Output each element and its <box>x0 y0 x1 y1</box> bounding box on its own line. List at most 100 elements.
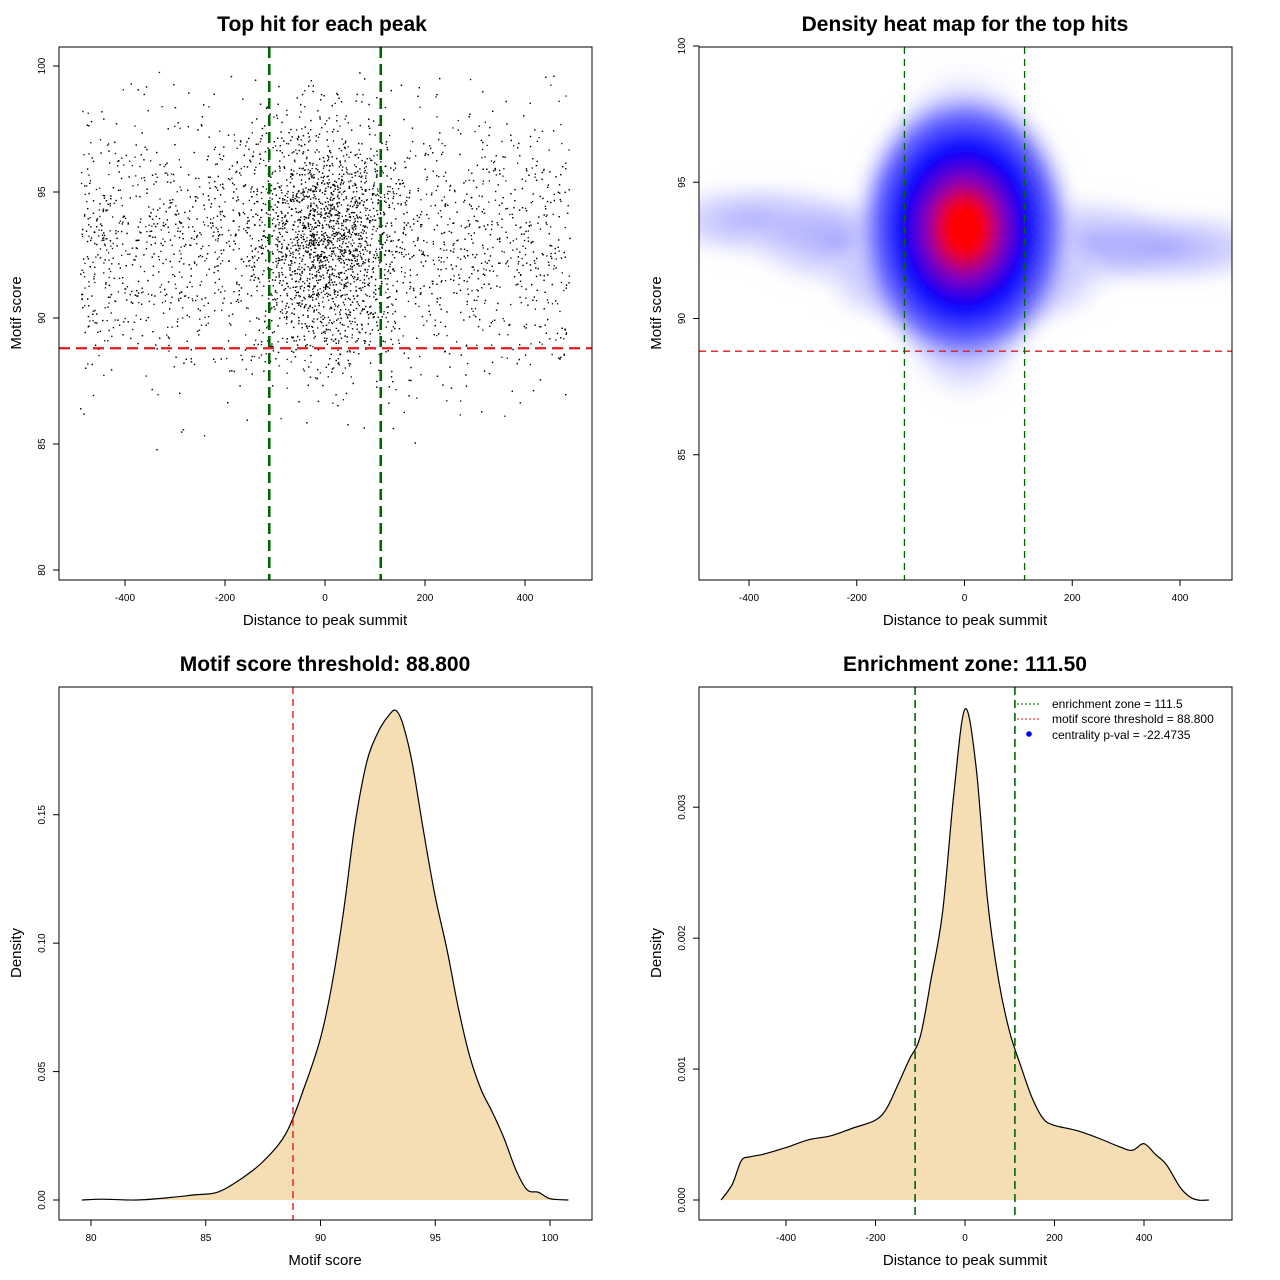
scatter-point <box>188 264 190 266</box>
scatter-point <box>206 159 208 161</box>
scatter-point <box>365 232 367 234</box>
scatter-point <box>298 320 300 322</box>
scatter-point <box>327 328 329 331</box>
scatter-point <box>283 140 285 142</box>
scatter-point <box>299 257 301 259</box>
scatter-point <box>337 232 339 234</box>
scatter-point <box>208 182 210 184</box>
scatter-point <box>317 110 319 112</box>
scatter-point <box>355 286 357 288</box>
scatter-point <box>331 105 333 107</box>
scatter-point <box>349 283 352 285</box>
scatter-point <box>277 182 279 184</box>
scatter-point <box>530 224 532 226</box>
scatter-point <box>308 366 310 368</box>
scatter-point <box>353 223 355 226</box>
scatter-point <box>201 256 204 258</box>
scatter-point <box>287 190 289 193</box>
scatter-point <box>399 194 401 197</box>
scatter-point <box>359 312 362 315</box>
scatter-point <box>332 258 334 261</box>
scatter-point <box>311 236 313 238</box>
scatter-point <box>366 244 368 246</box>
scatter-point <box>325 187 327 190</box>
scatter-point <box>373 155 375 157</box>
scatter-point <box>503 251 505 253</box>
scatter-point <box>303 191 305 193</box>
scatter-point <box>329 212 331 215</box>
scatter-point <box>265 245 267 248</box>
scatter-point <box>343 221 345 223</box>
scatter-point <box>259 162 261 165</box>
scatter-point <box>310 295 312 297</box>
scatter-point <box>86 185 88 187</box>
scatter-point <box>180 297 182 299</box>
scatter-point <box>87 363 89 365</box>
scatter-point <box>246 232 248 234</box>
scatter-point <box>250 209 252 211</box>
scatter-point <box>499 169 501 172</box>
scatter-point <box>463 255 465 257</box>
scatter-point <box>192 300 194 302</box>
scatter-point <box>341 323 343 326</box>
scatter-point <box>286 295 289 297</box>
scatter-point <box>359 224 362 226</box>
scatter-point <box>522 264 524 267</box>
scatter-point <box>153 303 155 305</box>
scatter-point <box>512 217 514 219</box>
scatter-point <box>226 242 228 244</box>
scatter-point <box>180 189 182 191</box>
scatter-point <box>311 234 313 236</box>
scatter-point <box>357 263 360 265</box>
scatter-point <box>313 244 315 247</box>
scatter-point <box>162 238 164 240</box>
scatter-point <box>401 266 403 269</box>
scatter-point <box>300 211 302 213</box>
scatter-point <box>253 262 256 264</box>
scatter-point <box>501 226 503 229</box>
scatter-point <box>322 325 324 327</box>
scatter-point <box>471 197 473 199</box>
scatter-point <box>313 242 315 245</box>
scatter-point <box>313 321 315 323</box>
scatter-point <box>313 235 315 238</box>
scatter-point <box>352 382 354 385</box>
scatter-point <box>529 221 531 223</box>
scatter-point <box>317 257 319 259</box>
scatter-point <box>294 261 296 264</box>
scatter-point <box>354 220 356 222</box>
scatter-point <box>476 344 478 346</box>
scatter-point <box>433 263 435 265</box>
scatter-point <box>110 245 112 247</box>
scatter-point <box>351 173 353 175</box>
scatter-point <box>483 225 485 227</box>
scatter-point <box>450 278 452 281</box>
scatter-point <box>348 309 350 311</box>
scatter-point <box>385 326 387 328</box>
scatter-point <box>440 321 442 323</box>
scatter-point <box>338 178 340 180</box>
scatter-point <box>174 125 176 127</box>
scatter-point <box>126 286 129 288</box>
scatter-point <box>472 180 475 182</box>
scatter-point <box>243 228 245 230</box>
scatter-point <box>332 220 334 222</box>
scatter-point <box>359 72 361 74</box>
scatter-point <box>330 204 332 206</box>
scatter-point <box>90 142 92 144</box>
scatter-point <box>101 234 104 236</box>
scatter-point <box>409 192 411 194</box>
scatter-point <box>357 170 359 173</box>
scatter-point <box>347 326 349 328</box>
scatter-point <box>326 259 328 261</box>
scatter-point <box>321 253 323 255</box>
scatter-point <box>287 221 289 223</box>
scatter-point <box>420 374 422 376</box>
scatter-point <box>409 274 412 277</box>
scatter-point <box>357 303 359 305</box>
scatter-point <box>338 215 340 217</box>
scatter-point <box>366 199 368 201</box>
scatter-point <box>161 302 164 304</box>
scatter-point <box>368 103 370 106</box>
scatter-point <box>389 134 391 137</box>
